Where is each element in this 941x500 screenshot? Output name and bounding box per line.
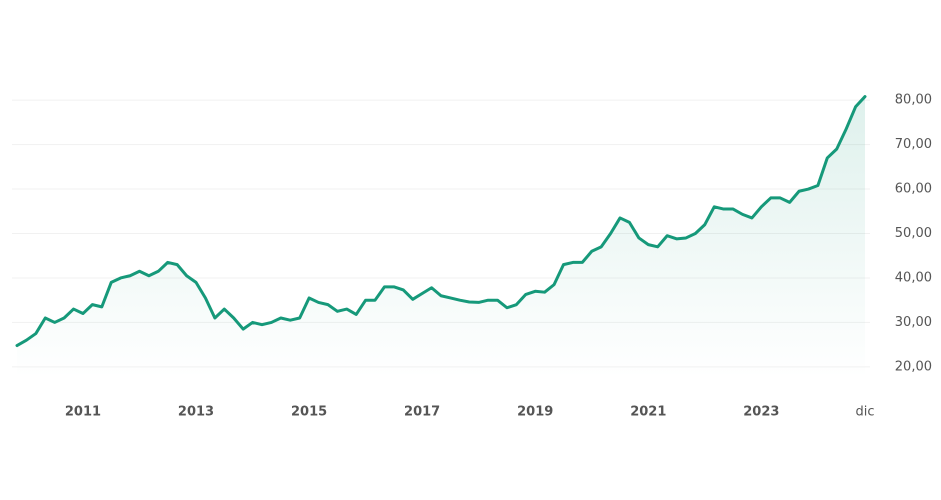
y-tick-label: 30,00 bbox=[895, 315, 932, 330]
x-tick-label: 2017 bbox=[404, 405, 440, 420]
y-tick-label: 80,00 bbox=[895, 93, 932, 108]
x-tick-label: 2015 bbox=[291, 405, 327, 420]
x-tick-label: 2011 bbox=[65, 405, 101, 420]
area bbox=[17, 96, 865, 378]
x-tick-label: 2019 bbox=[517, 405, 553, 420]
x-tick-label: 2023 bbox=[743, 405, 779, 420]
y-tick-label: 40,00 bbox=[895, 270, 932, 285]
y-tick-label: 50,00 bbox=[895, 226, 932, 241]
y-tick-label: 20,00 bbox=[895, 359, 932, 374]
x-tick-label: 2013 bbox=[178, 405, 214, 420]
y-tick-label: 70,00 bbox=[895, 137, 932, 152]
line bbox=[15, 95, 867, 348]
x-tick-label: dic bbox=[855, 405, 874, 420]
x-tick-label: 2021 bbox=[630, 405, 666, 420]
y-tick-label: 60,00 bbox=[895, 182, 932, 197]
